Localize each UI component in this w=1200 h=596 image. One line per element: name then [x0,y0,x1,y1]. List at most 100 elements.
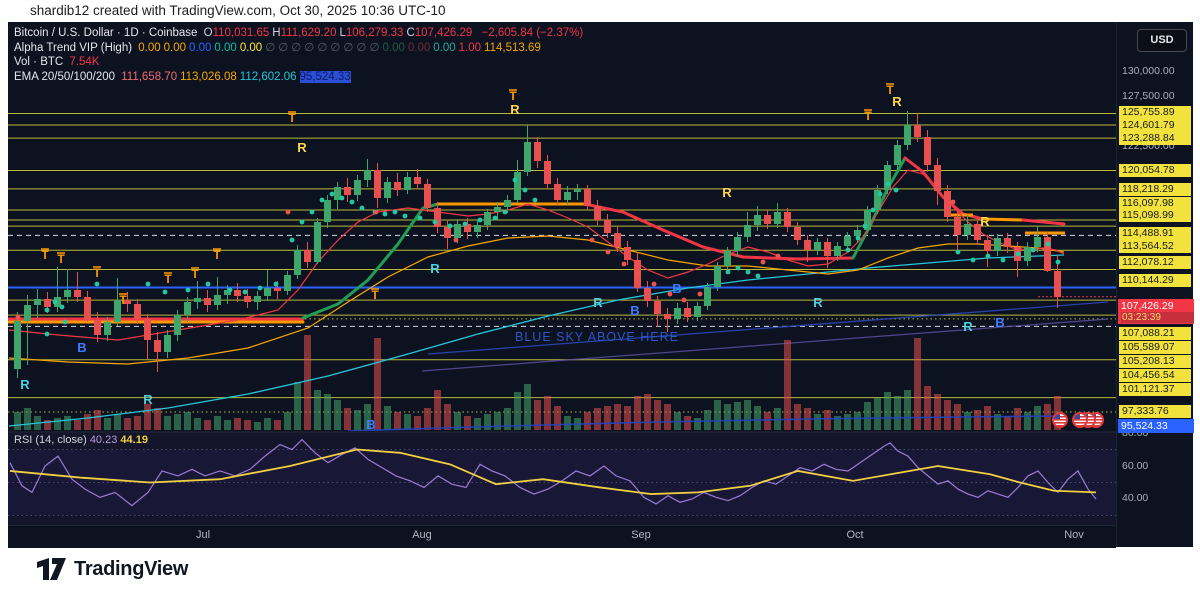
buy-signal-dot [1000,257,1006,263]
price-axis-label: 123,288.84 [1119,132,1191,145]
candlestick [194,298,201,302]
candlestick [664,314,671,319]
buy-signal-dot [970,257,976,263]
price-axis-label: 114,488.91 [1119,227,1191,240]
marker-B: B [995,315,1004,330]
volume-bar [414,416,421,430]
buy-signal-dot [870,207,876,213]
volume-bar [984,406,991,430]
marker-R: R [963,319,973,334]
tradingview-brand[interactable]: TradingView [36,557,188,581]
sell-signal-dot [760,259,766,265]
candlestick [124,300,131,304]
sell-signal-dot [621,261,627,267]
candlestick [314,222,321,262]
volume-bar [104,418,111,430]
marker-T: T [213,248,221,262]
volume-bar [894,396,901,430]
chart-window[interactable]: BLUE SKY ABOVE HERE T T T T T T T T T T T T R R R R R R R R R… [8,22,1194,548]
volume-bar [1024,412,1031,430]
candlestick [934,165,941,191]
buy-signal-dot [145,281,151,287]
us-flag-event-icon [1072,412,1088,428]
volume-bar [524,384,531,430]
candlestick [994,238,1001,251]
volume-bar [264,418,271,430]
currency-button[interactable]: USD [1137,29,1187,52]
marker-T: T [371,288,379,302]
candlestick [214,295,221,305]
alpha-trend-line [1021,218,1066,226]
candlestick [514,172,521,200]
candlestick [904,125,911,145]
time-axis-label: Aug [412,529,432,541]
candlestick [454,224,461,238]
volume-bar [494,412,501,430]
buy-signal-dot [62,319,68,325]
volume-bar [84,414,91,430]
watermark-credit: shardib12 created with TradingView.com, … [30,3,446,18]
candlestick [574,189,581,192]
alpha-trend-line [981,217,1025,222]
volume-bar [204,420,211,430]
volume-bar [694,418,701,430]
time-axis-label: Sep [631,529,651,541]
volume-bar [474,418,481,430]
buy-signal-dot [242,289,248,295]
trendline [427,301,1109,355]
volume-bar [14,412,21,430]
volume-bar [814,414,821,430]
volume-bar [964,412,971,430]
volume-bar [344,408,351,430]
volume-bar [464,416,471,430]
volume-bar [94,410,101,430]
candlestick [114,300,121,322]
sell-signal-dot [681,297,687,303]
candlestick [604,220,611,233]
sell-signal-dot [589,237,595,243]
buy-signal-dot [745,269,751,275]
sell-signal-dot [15,314,21,320]
time-axis[interactable]: Jul Aug Sep Oct Nov [8,525,1116,548]
candlestick [824,242,831,256]
price-axis[interactable]: USD 130,000.00 127,500.00 122,500.00 80.00 6… [1116,22,1194,547]
sell-signal-dot [373,209,379,215]
volume-bar [174,414,181,430]
candlestick [524,142,531,172]
ema200-price-badge: 95,524.33 [1118,419,1194,433]
marker-T: T [886,83,894,97]
volume-bar [144,404,151,430]
volume-bar [324,394,331,430]
candlestick [34,299,41,305]
buy-signal-dot [392,209,398,215]
candlestick [764,215,771,224]
price-axis-label: 110,144.29 [1119,274,1191,287]
sell-signal-dot [453,237,459,243]
price-axis-label: 60.00 [1122,460,1149,472]
us-flag-event-icon [1052,412,1068,428]
candlestick [544,161,551,184]
buy-signal-dot [402,213,408,219]
candlestick [374,170,381,198]
candlestick [154,340,161,352]
volume-bar [64,416,71,430]
price-axis-label: 105,589.07 [1119,341,1191,354]
marker-R: R [892,94,902,109]
volume-bar [824,410,831,430]
candlestick [84,297,91,320]
volume-bar [564,416,571,430]
volume-bar [744,400,751,430]
rsi-ma-line [9,448,1097,495]
price-axis-label: 113,564.52 [1119,240,1191,253]
volume-bar [644,394,651,430]
volume-bar [304,335,311,430]
ema20-line [8,169,1065,341]
buy-signal-dot [522,187,528,193]
volume-bar [1034,406,1041,430]
volume-bar [184,412,191,430]
buy-signal-dot [885,181,891,187]
volume-bar [194,418,201,430]
volume-bar [314,390,321,430]
buy-signal-dot [432,219,438,225]
